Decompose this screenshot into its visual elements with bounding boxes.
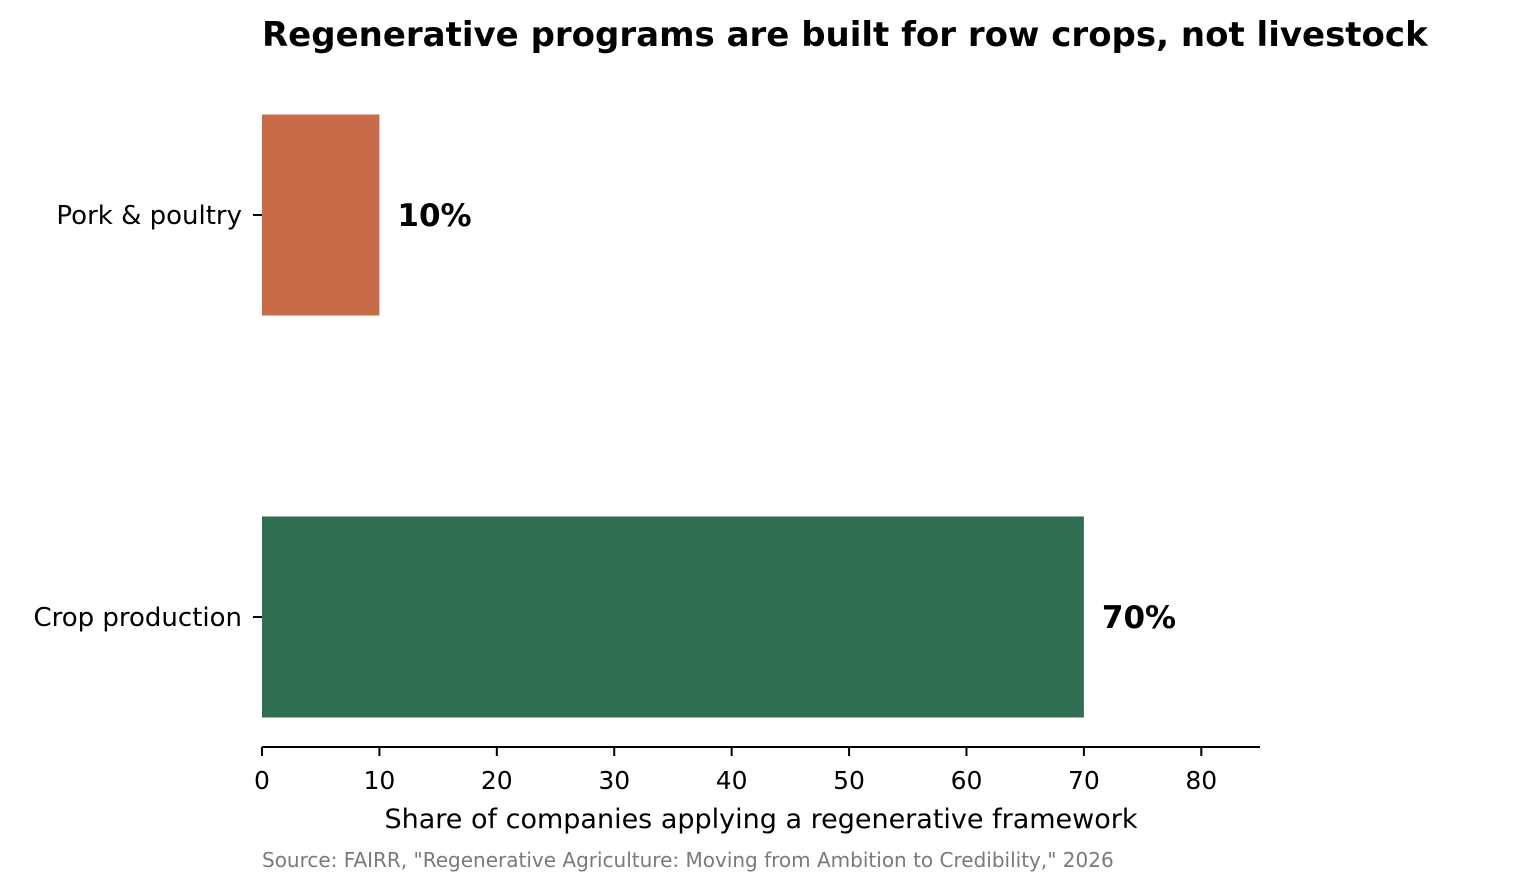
- x-axis-ticks: 0 10 20 30 40 50 60 70 80: [254, 747, 1217, 795]
- x-axis-label: Share of companies applying a regenerati…: [385, 804, 1138, 835]
- bar-pork-poultry: [262, 114, 380, 316]
- x-tick-label-0: 0: [254, 766, 270, 795]
- category-labels: Pork & poultry Crop production: [33, 201, 262, 633]
- source-note: Source: FAIRR, "Regenerative Agriculture…: [262, 848, 1114, 872]
- value-labels: 10% 70%: [397, 198, 1176, 636]
- x-tick-label-20: 20: [481, 766, 513, 795]
- x-tick-label-40: 40: [716, 766, 748, 795]
- x-tick-label-30: 30: [598, 766, 630, 795]
- chart-title: Regenerative programs are built for row …: [262, 15, 1429, 55]
- bar-crop-production: [262, 516, 1084, 718]
- x-tick-label-70: 70: [1068, 766, 1100, 795]
- x-tick-label-60: 60: [951, 766, 983, 795]
- x-tick-label-50: 50: [833, 766, 865, 795]
- bars-group: [262, 114, 1084, 718]
- value-label-pork-poultry: 10%: [397, 198, 471, 234]
- category-label-crop-production: Crop production: [33, 603, 242, 633]
- x-tick-label-80: 80: [1185, 766, 1217, 795]
- category-label-pork-poultry: Pork & poultry: [56, 201, 242, 231]
- x-tick-label-10: 10: [364, 766, 396, 795]
- value-label-crop-production: 70%: [1102, 600, 1176, 636]
